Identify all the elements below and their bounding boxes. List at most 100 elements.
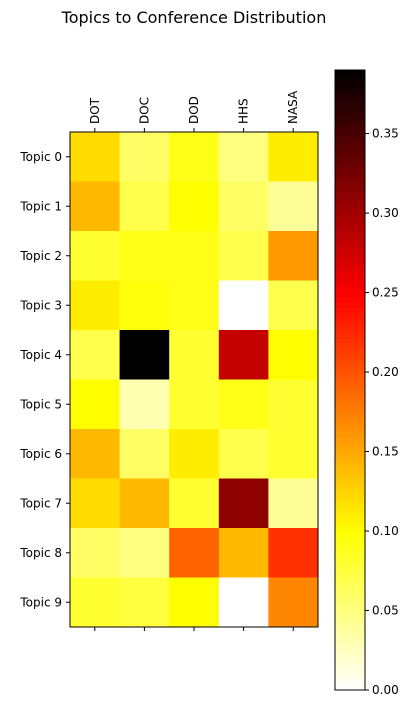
colorbar-segment [335,266,365,273]
colorbar-segment [335,312,365,319]
colorbar-segment [335,132,365,138]
colorbar-segment [335,297,365,304]
colorbar-segment [335,359,365,366]
colorbar-segment [335,483,365,490]
colorbar-segment [335,519,365,526]
heatmap-cell [119,577,170,628]
colorbar-segment [335,178,365,185]
colorbar-tick-label: 0.25 [372,286,399,300]
colorbar-tick-label: 0.00 [372,683,399,697]
colorbar-segment [335,369,365,376]
colorbar-segment [335,457,365,464]
colorbar-segment [335,287,365,293]
heatmap-cell [169,528,220,578]
chart-title: Topics to Conference Distribution [61,8,327,27]
colorbar-segment [335,643,365,650]
heatmap-cell [268,577,319,628]
colorbar-segment [335,245,365,252]
heatmap-cell [169,132,220,182]
heatmap-cell [218,379,269,430]
colorbar-segment [335,540,365,546]
colorbar-segment [335,442,365,448]
colorbar-segment [335,659,365,665]
colorbar-segment [335,684,365,691]
heatmap-cell [119,478,170,529]
colorbar-segment [335,674,365,681]
heatmap-cell [268,231,319,281]
x-tick-label: NASA [286,90,300,124]
colorbar-tick-label: 0.10 [372,524,399,538]
y-tick-label: Topic 0 [19,150,62,164]
colorbar-segment [335,602,365,608]
colorbar-segment [335,622,365,629]
colorbar-segment [335,101,365,107]
colorbar-segment [335,276,365,283]
colorbar-segment [335,354,365,360]
heatmap-cell [218,132,269,182]
heatmap-cell [70,577,121,628]
colorbar-segment [335,225,365,231]
colorbar-segment [335,157,365,164]
colorbar-segment [335,607,365,614]
colorbar-segment [335,395,365,402]
colorbar-segment [335,560,365,567]
colorbar-segment [335,328,365,335]
colorbar-segment [335,152,365,159]
heatmap-cell [119,528,170,578]
colorbar-segment [335,535,365,541]
colorbar-segment [335,504,365,510]
colorbar-segment [335,75,365,81]
colorbar-segment [335,116,365,123]
colorbar-segment [335,343,365,350]
colorbar-tick-label: 0.35 [372,127,399,141]
heatmap-cell [119,132,170,182]
colorbar-segment [335,421,365,428]
colorbar-segment [335,281,365,288]
colorbar-segment [335,214,365,221]
heatmap-cell [70,132,121,182]
heatmap-cell [70,379,121,430]
colorbar-segment [335,638,365,645]
heatmap-cell [218,330,269,380]
colorbar-segment [335,473,365,479]
colorbar-segment [335,648,365,655]
colorbar-segment [335,586,365,593]
colorbar-segment [335,669,365,676]
heatmap-cell [218,528,269,578]
colorbar-tick-label: 0.20 [372,365,399,379]
heatmap-cell [70,231,121,281]
heatmap-cell [218,280,269,331]
heatmap-cell [218,231,269,281]
colorbar-segment [335,271,365,278]
heatmap-cell [169,379,220,430]
colorbar-segment [335,235,365,242]
heatmap-cell [268,528,319,578]
heatmap-cell [70,478,121,529]
colorbar-segment [335,653,365,660]
colorbar-segment [335,462,365,469]
y-tick-label: Topic 8 [19,546,62,560]
heatmap-cell [70,528,121,578]
colorbar-segment [335,390,365,397]
colorbar-segment [335,380,365,386]
heatmap-cell [169,478,220,529]
colorbar-segment [335,679,365,686]
colorbar-segment [335,147,365,154]
colorbar-frame [334,69,366,691]
colorbar-segment [335,338,365,345]
colorbar-segment [335,467,365,474]
heatmap-cell [218,577,269,628]
colorbar-segment [335,142,365,149]
colorbar-segment [335,204,365,211]
colorbar-segment [335,374,365,381]
colorbar-segment [335,302,365,309]
heatmap-cell [169,577,220,628]
colorbar-segment [335,529,365,536]
colorbar-segment [335,612,365,619]
colorbar-segment [335,581,365,588]
heatmap-cell [169,181,220,232]
heatmap-cell [119,429,170,479]
colorbar-segment [335,194,365,200]
colorbar-segment [335,431,365,438]
heatmap-cell [169,429,220,479]
